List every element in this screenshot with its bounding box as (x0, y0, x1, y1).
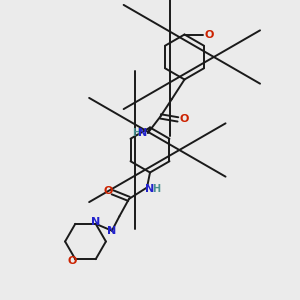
Text: H: H (152, 184, 160, 194)
Text: O: O (179, 114, 188, 124)
Text: N: N (138, 128, 147, 139)
Text: N: N (145, 184, 154, 194)
Text: O: O (204, 29, 213, 40)
Text: N: N (107, 226, 116, 236)
Text: H: H (132, 128, 141, 139)
Text: N: N (91, 217, 100, 227)
Text: O: O (67, 256, 76, 266)
Text: O: O (103, 186, 113, 196)
